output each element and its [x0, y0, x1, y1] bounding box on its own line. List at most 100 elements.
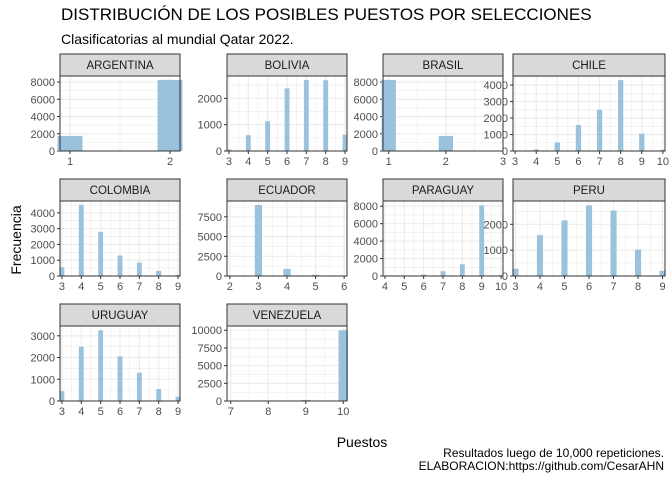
x-tick-label: 9: [175, 406, 181, 418]
bar-paraguay-puesto-7: [440, 271, 446, 276]
y-tick-label: 3000: [31, 331, 55, 343]
chart-subtitle: Clasificatorias al mundial Qatar 2022.: [61, 31, 294, 47]
bar-peru-puesto-6: [585, 205, 593, 276]
x-tick-label: 6: [341, 281, 347, 293]
x-tick-label: 5: [561, 281, 567, 293]
x-tick-label: 6: [117, 406, 123, 418]
x-tick-label: 8: [156, 406, 162, 418]
x-tick-label: 9: [175, 281, 181, 293]
y-tick-label: 2000: [354, 129, 378, 141]
chart-caption: Resultados luego de 10,000 repeticiones.…: [419, 447, 664, 473]
bar-peru-puesto-8: [634, 249, 642, 276]
x-tick-label: 3: [512, 281, 518, 293]
y-tick-label: 1000: [484, 245, 508, 257]
bar-brasil-puesto-2: [438, 135, 453, 151]
y-tick-label: 6000: [354, 219, 378, 231]
facet-border-paraguay: [382, 200, 504, 277]
facet-title-venezuela: VENEZUELA: [253, 310, 322, 322]
x-tick-label: 10: [657, 156, 669, 168]
bar-colombia-puesto-7: [136, 262, 142, 276]
facet-border-colombia: [59, 200, 181, 277]
bar-bolivia-puesto-6: [284, 88, 290, 151]
bar-uruguay-puesto-7: [136, 372, 142, 401]
bar-colombia-puesto-3: [59, 267, 65, 276]
y-tick-label: 6000: [354, 94, 378, 106]
bar-peru-puesto-3: [512, 268, 519, 276]
x-tick-label: 5: [313, 281, 319, 293]
y-tick-label: 0: [216, 146, 222, 158]
x-tick-label: 6: [284, 156, 290, 168]
bar-chile-puesto-5: [554, 142, 560, 151]
x-tick-label: 2: [227, 281, 233, 293]
y-tick-label: 2000: [31, 353, 55, 365]
y-tick-label: 2000: [484, 219, 508, 231]
y-tick-label: 2000: [31, 129, 55, 141]
bar-peru-puesto-4: [536, 235, 544, 276]
facet-title-chile: CHILE: [572, 60, 606, 72]
bar-ecuador-puesto-5: [312, 274, 320, 276]
bar-colombia-puesto-6: [117, 255, 123, 276]
y-axis-label: Frecuencia: [8, 205, 24, 275]
caption-line-2: ELABORACION:https://github.com/CesarAHN: [418, 459, 664, 473]
facet-title-brasil: BRASIL: [423, 60, 465, 72]
bar-uruguay-puesto-5: [98, 330, 104, 401]
bar-chile-puesto-9: [639, 133, 645, 151]
x-tick-label: 7: [136, 281, 142, 293]
y-tick-label: 0: [49, 146, 55, 158]
facet-title-argentina: ARGENTINA: [86, 60, 153, 72]
y-tick-label: 6000: [31, 94, 55, 106]
bar-chile-puesto-7: [596, 109, 603, 151]
y-tick-label: 0: [49, 396, 55, 408]
y-tick-label: 0: [372, 271, 378, 283]
y-tick-label: 3000: [484, 97, 508, 109]
facet-border-brasil: [382, 75, 504, 152]
bar-uruguay-puesto-4: [78, 346, 84, 401]
bar-bolivia-puesto-5: [265, 121, 271, 151]
bar-argentina-puesto-1: [57, 135, 83, 151]
bar-ecuador-puesto-3: [254, 204, 262, 276]
x-tick-label: 8: [265, 406, 271, 418]
bar-paraguay-puesto-9: [479, 205, 485, 276]
x-tick-label: 7: [303, 156, 309, 168]
facet-title-uruguay: URUGUAY: [92, 310, 149, 322]
y-tick-label: 5000: [198, 361, 222, 373]
bar-colombia-puesto-9: [175, 274, 181, 276]
bar-uruguay-puesto-3: [59, 391, 65, 401]
x-tick-label: 4: [78, 281, 84, 293]
x-tick-label: 4: [533, 156, 539, 168]
bar-paraguay-puesto-6: [421, 274, 427, 276]
x-tick-label: 4: [537, 281, 543, 293]
y-tick-label: 4000: [354, 236, 378, 248]
bar-venezuela-puesto-10: [338, 330, 348, 401]
x-tick-label: 7: [136, 406, 142, 418]
bar-brasil-puesto-1: [381, 79, 396, 151]
y-tick-label: 7500: [198, 343, 222, 355]
bar-chile-puesto-6: [575, 124, 582, 151]
x-tick-label: 4: [78, 406, 84, 418]
x-tick-label: 9: [659, 281, 665, 293]
x-tick-label: 5: [554, 156, 560, 168]
bar-bolivia-puesto-8: [323, 80, 329, 151]
x-tick-label: 10: [337, 406, 349, 418]
x-tick-label: 3: [512, 156, 518, 168]
y-tick-label: 2000: [484, 113, 508, 125]
y-tick-label: 1000: [31, 374, 55, 386]
x-tick-label: 5: [265, 156, 271, 168]
y-tick-label: 7500: [198, 212, 222, 224]
x-tick-label: 5: [98, 281, 104, 293]
y-tick-label: 5000: [198, 232, 222, 244]
x-tick-label: 3: [59, 281, 65, 293]
bar-chile-puesto-4: [533, 149, 539, 151]
bar-ecuador-puesto-4: [283, 268, 291, 276]
caption-line-1: Resultados luego de 10,000 repeticiones.: [443, 446, 664, 460]
y-tick-label: 4000: [354, 112, 378, 124]
x-tick-label: 8: [635, 281, 641, 293]
x-tick-label: 4: [382, 281, 388, 293]
x-tick-label: 7: [440, 281, 446, 293]
facet-border-bolivia: [226, 75, 348, 152]
bar-chile-puesto-8: [618, 80, 624, 151]
y-tick-label: 2500: [198, 251, 222, 263]
y-tick-label: 4000: [31, 208, 55, 220]
x-tick-label: 5: [401, 281, 407, 293]
facet-title-paraguay: PARAGUAY: [412, 185, 475, 197]
